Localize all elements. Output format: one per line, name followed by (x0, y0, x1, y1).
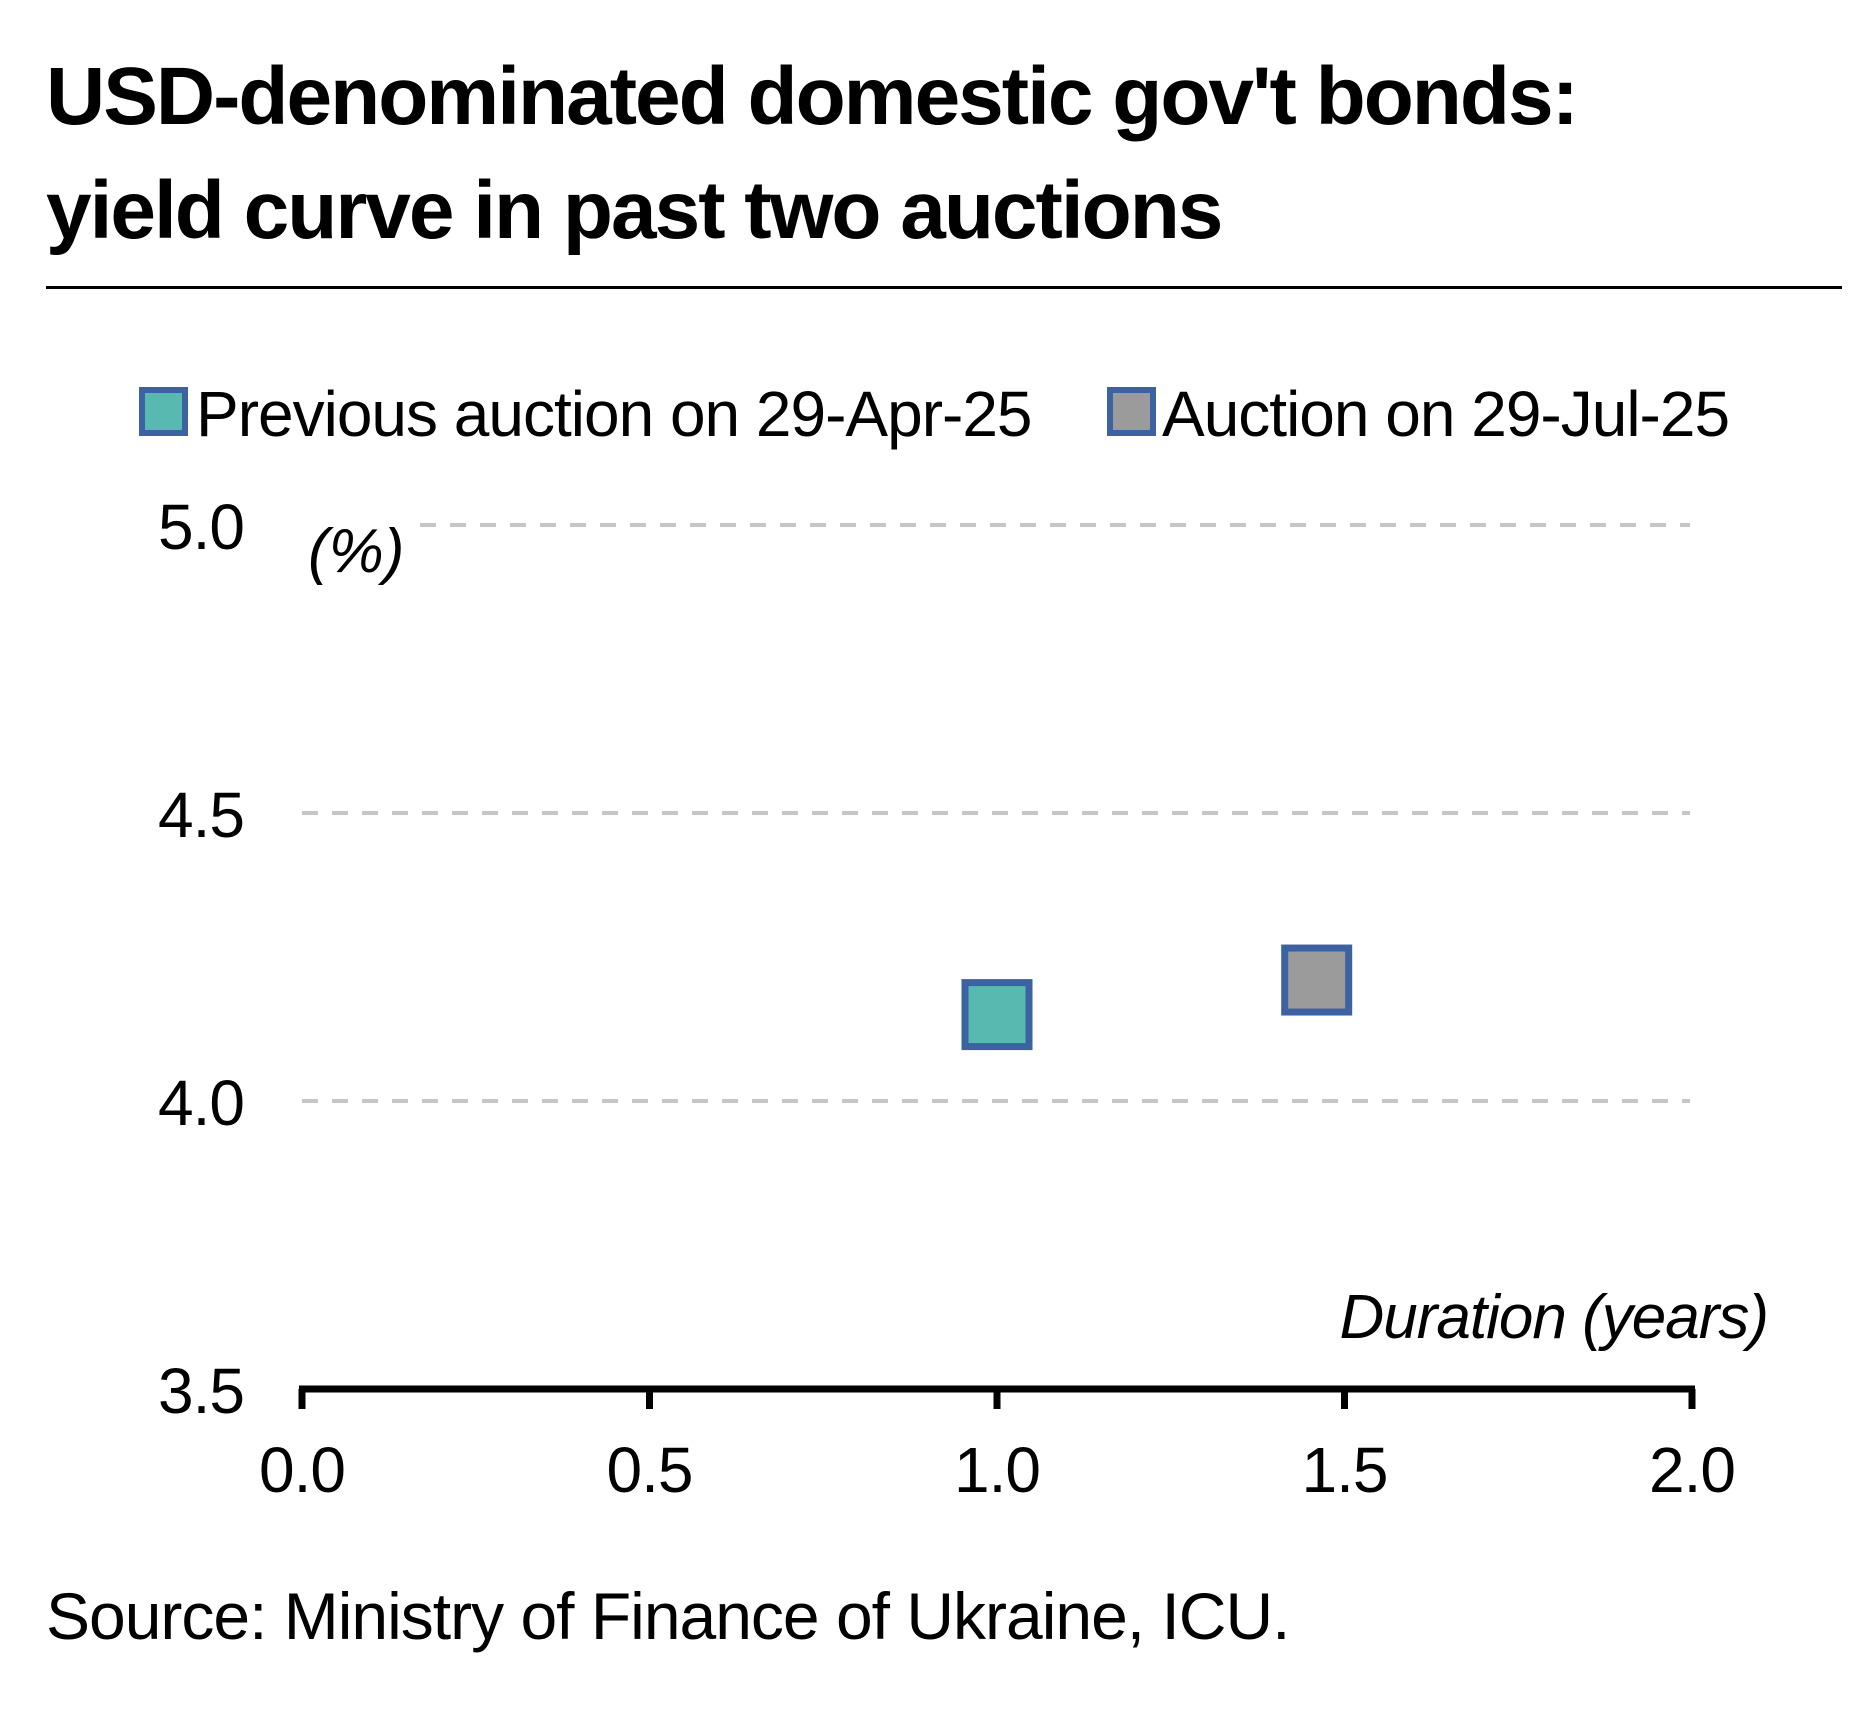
y-axis-label: (%) (308, 517, 404, 586)
source-note: Source: Ministry of Finance of Ukraine, … (46, 1579, 1290, 1653)
x-axis-label: Duration (years) (1340, 1283, 1768, 1352)
x-tick-label: 2.0 (1649, 1434, 1735, 1506)
y-tick-label: 4.0 (158, 1067, 244, 1139)
y-axis-ticks: 3.5 4.0 4.5 5.0 (158, 491, 245, 1427)
x-tick-label: 1.5 (1302, 1434, 1388, 1506)
gridlines (302, 523, 1690, 1103)
legend-label-2: Auction on 29-Jul-25 (1162, 378, 1729, 450)
data-points (961, 944, 1353, 1051)
x-tick-label: 0.0 (259, 1434, 345, 1506)
legend-label-1: Previous auction on 29-Apr-25 (196, 378, 1032, 450)
chart-title-line-1: USD-denominated domestic gov't bonds: (46, 51, 1579, 142)
legend-swatch-1 (139, 387, 188, 436)
chart-title-line-2: yield curve in past two auctions (46, 165, 1223, 256)
chart-title: USD-denominated domestic gov't bonds: yi… (46, 40, 1826, 268)
data-point-series-2 (1281, 944, 1353, 1016)
x-tick-label: 1.0 (954, 1434, 1040, 1506)
x-tick-label: 0.5 (607, 1434, 693, 1506)
legend-swatch-2 (1107, 387, 1156, 436)
x-axis: 0.0 0.5 1.0 1.5 2.0 (259, 1385, 1736, 1506)
y-tick-label: 3.5 (158, 1355, 244, 1427)
title-divider (46, 286, 1842, 289)
data-point-series-1 (961, 979, 1033, 1051)
y-tick-label: 5.0 (158, 491, 244, 563)
chart-legend: Previous auction on 29-Apr-25 Auction on … (139, 378, 1730, 450)
y-tick-label: 4.5 (158, 779, 244, 851)
